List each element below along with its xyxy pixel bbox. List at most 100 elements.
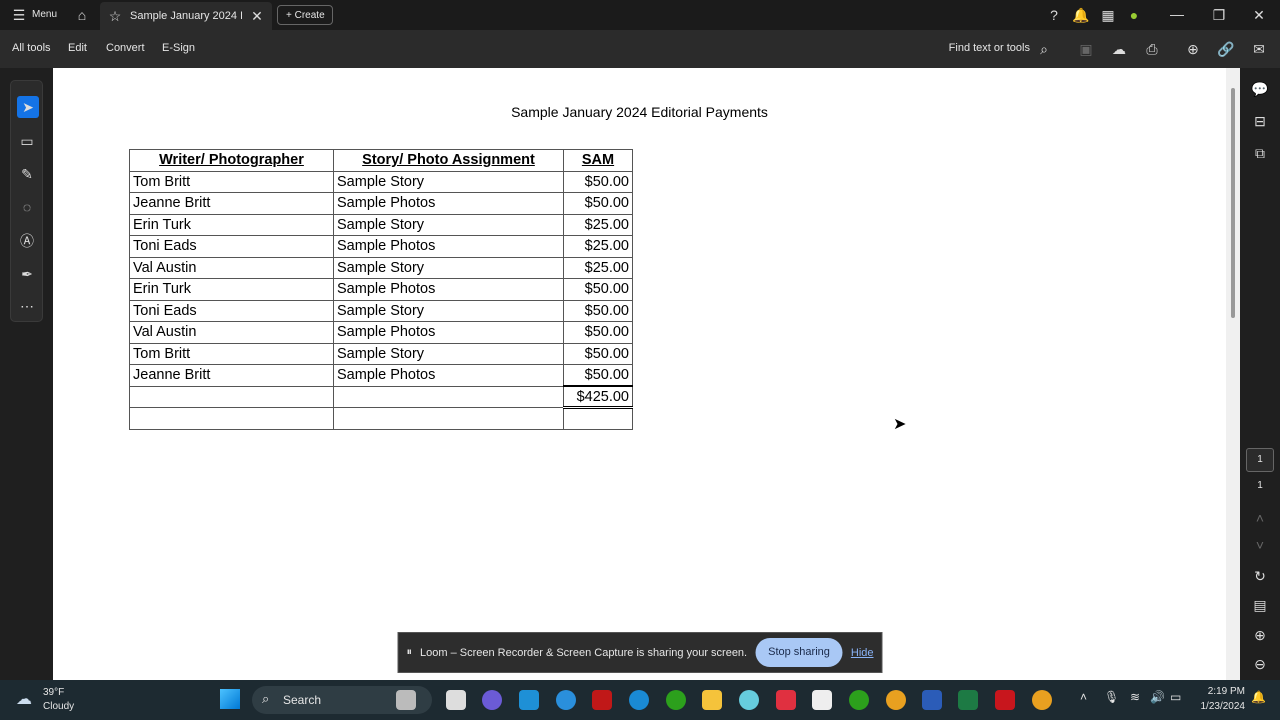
writer-cell: Tom Britt	[129, 170, 334, 193]
edge-icon[interactable]	[629, 690, 649, 710]
page-fit-icon[interactable]: ▤	[1253, 597, 1267, 613]
home-icon[interactable]: ⌂	[77, 7, 87, 23]
edit-menu[interactable]: Edit	[68, 42, 87, 54]
comments-icon[interactable]: 💬	[1251, 81, 1269, 97]
loom-message: Loom – Screen Recorder & Screen Capture …	[420, 646, 748, 659]
assignment-cell: Sample Photos	[333, 364, 564, 387]
document-tab[interactable]: ☆ Sample January 2024 Ed... ✕	[100, 2, 272, 30]
sign-pen-icon[interactable]: ✒	[21, 266, 33, 282]
quickbooks-2-icon[interactable]	[849, 690, 869, 710]
file-explorer-icon[interactable]	[702, 690, 722, 710]
highlight-pen-icon[interactable]: ✎	[21, 166, 33, 182]
mcafee-icon[interactable]	[592, 690, 612, 710]
windows-start-icon[interactable]	[220, 689, 240, 709]
zoom-in-icon[interactable]: ⊕	[1254, 627, 1266, 643]
zoom-out-icon[interactable]: ⊖	[1254, 656, 1266, 672]
amount-cell: $25.00	[563, 256, 633, 279]
excel-icon[interactable]	[958, 690, 978, 710]
solitaire-icon[interactable]	[812, 690, 832, 710]
amount-cell: $50.00	[563, 364, 633, 387]
teams-chat-icon[interactable]	[482, 690, 502, 710]
help-icon[interactable]: ?	[1050, 7, 1058, 23]
restore-icon[interactable]: ❐	[1212, 7, 1226, 23]
pages-icon[interactable]: ⧉	[1255, 145, 1265, 161]
microphone-icon[interactable]: 🎙	[1104, 690, 1120, 704]
hamburger-menu-icon[interactable]: ☰	[12, 7, 26, 23]
esign-menu[interactable]: E-Sign	[162, 42, 196, 54]
find-tools-search[interactable]: Find text or tools	[948, 42, 1030, 54]
pause-icon[interactable]: ⏸	[406, 646, 413, 658]
chrome-profile-icon[interactable]	[886, 690, 906, 710]
rotate-icon[interactable]: ↻	[1254, 568, 1266, 584]
minimize-icon[interactable]: —	[1170, 6, 1184, 22]
notification-bell-icon[interactable]: 🔔	[1251, 690, 1266, 704]
share-user-icon[interactable]: ⊕	[1187, 41, 1199, 57]
bookmarks-icon[interactable]: ⊟	[1254, 113, 1266, 129]
table-header-row: Writer/ Photographer Story/ Photo Assign…	[129, 149, 633, 172]
more-tools-icon[interactable]: ⋯	[20, 298, 34, 314]
header-writer: Writer/ Photographer	[129, 149, 334, 172]
notification-bell-icon[interactable]: 🔔	[1072, 7, 1090, 23]
table-row: Val Austin Sample Photos $50.00	[129, 321, 633, 344]
clock-date[interactable]: 1/23/2024	[1200, 701, 1246, 712]
hide-button[interactable]: Hide	[850, 646, 874, 659]
table-row: Tom Britt Sample Story $50.00	[129, 170, 633, 193]
create-button[interactable]: + Create	[277, 5, 333, 25]
wifi-icon[interactable]: ≋	[1130, 690, 1141, 704]
stop-sharing-button[interactable]: Stop sharing	[755, 638, 843, 667]
page-number-input[interactable]: 1	[1246, 448, 1274, 472]
print-icon[interactable]: ⎙	[1146, 41, 1158, 57]
apps-grid-icon[interactable]: ▦	[1101, 7, 1115, 23]
writer-cell: Val Austin	[129, 256, 334, 279]
email-icon[interactable]: ✉	[1253, 41, 1265, 57]
close-tab-icon[interactable]: ✕	[251, 8, 263, 24]
assignment-cell: Sample Story	[333, 299, 564, 322]
page-up-icon[interactable]: ˄	[1255, 510, 1265, 526]
show-hidden-icons-icon[interactable]: ˄	[1080, 690, 1088, 704]
help-app-icon[interactable]	[556, 690, 576, 710]
star-icon[interactable]: ☆	[108, 8, 122, 24]
word-icon[interactable]	[922, 690, 942, 710]
search-label: Search	[283, 693, 322, 707]
select-cursor-icon[interactable]: ➤	[17, 96, 39, 118]
close-window-icon[interactable]: ✕	[1253, 7, 1265, 23]
task-view-icon[interactable]	[446, 690, 466, 710]
vertical-scrollbar[interactable]	[1226, 68, 1240, 680]
total-pages: 1	[1257, 480, 1263, 491]
lasso-draw-icon[interactable]: ◌	[22, 199, 32, 215]
writer-cell: Toni Eads	[129, 299, 334, 322]
clock-time[interactable]: 2:19 PM	[1207, 686, 1245, 697]
convert-menu[interactable]: Convert	[106, 42, 145, 54]
all-tools-menu[interactable]: All tools	[12, 42, 51, 54]
menu-button[interactable]: Menu	[32, 9, 58, 20]
add-comment-icon[interactable]: ▭	[20, 133, 34, 149]
extension-icon[interactable]: ●	[1129, 7, 1139, 23]
writer-cell: Erin Turk	[129, 213, 334, 236]
quickbooks-icon[interactable]	[666, 690, 686, 710]
zebra-widget-icon[interactable]	[396, 690, 416, 710]
main-toolbar: All tools Edit Convert E-Sign Find text …	[0, 30, 1280, 68]
chrome-icon[interactable]	[1032, 690, 1052, 710]
document-title: Sample January 2024 Editorial Payments	[511, 104, 768, 120]
link-icon[interactable]: 🔗	[1217, 41, 1235, 57]
writer-cell: Erin Turk	[129, 278, 334, 301]
search-icon[interactable]: ⌕	[1040, 41, 1048, 57]
assignment-cell: Sample Photos	[333, 278, 564, 301]
save-icon[interactable]: ▣	[1079, 41, 1093, 57]
upload-cloud-icon[interactable]: ☁	[1112, 41, 1126, 57]
search-icon: ⌕	[262, 691, 270, 706]
quick-tools-panel: ➤ ▭ ✎ ◌ Ⓐ ✒ ⋯	[10, 80, 43, 322]
scrollbar-thumb[interactable]	[1231, 88, 1235, 318]
writer-cell: Tom Britt	[129, 342, 334, 365]
weather-condition[interactable]: Cloudy	[43, 701, 75, 712]
acrobat-icon[interactable]	[995, 690, 1015, 710]
myhp-icon[interactable]	[519, 690, 539, 710]
temperature[interactable]: 39°F	[43, 687, 65, 698]
quickbooks-q-icon[interactable]	[776, 690, 796, 710]
network-app-icon[interactable]	[739, 690, 759, 710]
battery-icon[interactable]: ▭	[1170, 690, 1182, 704]
page-down-icon[interactable]: ˅	[1255, 537, 1265, 553]
volume-icon[interactable]: 🔊	[1150, 690, 1165, 704]
text-box-icon[interactable]: Ⓐ	[20, 233, 34, 249]
title-bar: ☰ Menu ⌂ ☆ Sample January 2024 Ed... ✕ +…	[0, 0, 1280, 30]
